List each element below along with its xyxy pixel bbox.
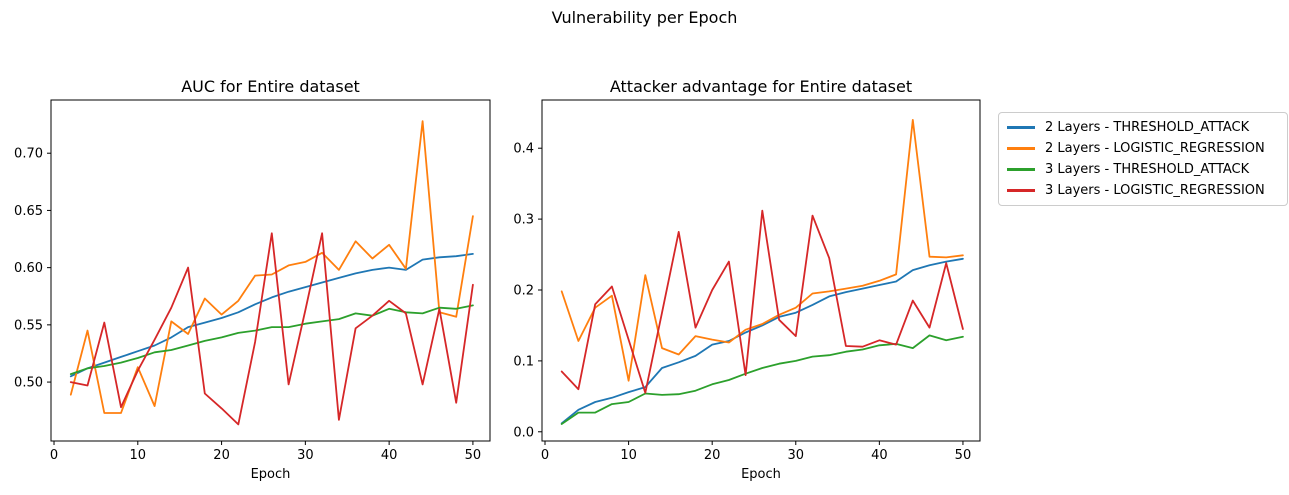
x-tick-label: 10 <box>620 448 637 463</box>
x-tick-label: 40 <box>871 448 888 463</box>
legend: 2 Layers - THRESHOLD_ATTACK 2 Layers - LO… <box>998 112 1288 206</box>
y-tick-label: 0.2 <box>513 283 534 298</box>
y-tick-label: 0.50 <box>14 376 43 391</box>
x-tick-label: 20 <box>213 448 230 463</box>
legend-item: 2 Layers - THRESHOLD_ATTACK <box>1007 120 1279 135</box>
figure-title: Vulnerability per Epoch <box>551 8 738 27</box>
x-tick-label: 40 <box>381 448 398 463</box>
y-tick-label: 0.70 <box>14 147 43 162</box>
x-tick-label: 30 <box>297 448 314 463</box>
y-tick-label: 0.55 <box>14 318 43 333</box>
y-tick-label: 0.3 <box>513 213 534 228</box>
y-tick-label: 0.65 <box>14 204 43 219</box>
series-line-0 <box>560 257 964 425</box>
legend-item: 3 Layers - LOGISTIC_REGRESSION <box>1007 183 1279 198</box>
legend-label: 2 Layers - THRESHOLD_ATTACK <box>1045 120 1250 135</box>
x-tick-label: 0 <box>50 448 58 463</box>
legend-label: 3 Layers - LOGISTIC_REGRESSION <box>1045 183 1265 198</box>
legend-line-swatch <box>1007 126 1035 129</box>
axes-spines <box>50 99 491 442</box>
y-tick-label: 0.60 <box>14 261 43 276</box>
series-line-3 <box>69 232 474 426</box>
x-tick-label: 10 <box>130 448 147 463</box>
legend-line-swatch <box>1007 189 1035 192</box>
series-line-1 <box>69 120 474 414</box>
legend-item: 3 Layers - THRESHOLD_ATTACK <box>1007 162 1279 177</box>
x-tick-label: 50 <box>465 448 482 463</box>
legend-line-swatch <box>1007 168 1035 171</box>
legend-label: 2 Layers - LOGISTIC_REGRESSION <box>1045 141 1265 156</box>
subplot-title-auc: AUC for Entire dataset <box>181 77 360 96</box>
x-tick-label: 20 <box>704 448 721 463</box>
x-axis-label-right: Epoch <box>741 467 781 482</box>
legend-item: 2 Layers - LOGISTIC_REGRESSION <box>1007 141 1279 156</box>
axes-spines <box>541 99 981 442</box>
x-tick-label: 30 <box>787 448 804 463</box>
x-axis-label-left: Epoch <box>250 467 291 482</box>
y-tick-label: 0.1 <box>513 354 534 369</box>
y-tick-label: 0.4 <box>513 142 534 157</box>
legend-label: 3 Layers - THRESHOLD_ATTACK <box>1045 162 1250 177</box>
series-line-1 <box>560 119 964 382</box>
x-tick-label: 0 <box>541 448 549 463</box>
y-tick-label: 0.0 <box>513 425 534 440</box>
series-line-0 <box>69 252 474 378</box>
subplot-title-advantage: Attacker advantage for Entire dataset <box>609 77 913 96</box>
legend-line-swatch <box>1007 147 1035 150</box>
series-line-3 <box>560 209 964 394</box>
x-tick-label: 50 <box>955 448 972 463</box>
